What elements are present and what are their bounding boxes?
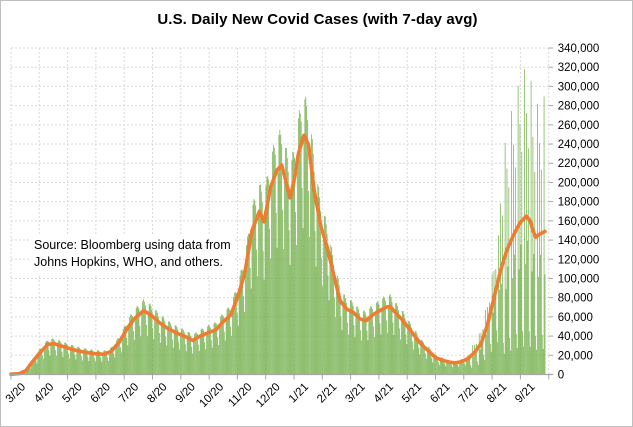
x-tick-label: 10/20 xyxy=(197,381,226,410)
y-tick-label: 220,000 xyxy=(558,158,600,170)
x-tick-label: 11/20 xyxy=(226,381,254,409)
y-tick-label: 280,000 xyxy=(558,101,600,113)
x-tick-label: 2/21 xyxy=(315,381,339,405)
y-tick-label: 340,000 xyxy=(558,43,600,55)
axes-and-ticks xyxy=(9,47,554,380)
x-tick-label: 7/20 xyxy=(117,381,141,405)
source-annotation: Source: Bloomberg using data from Johns … xyxy=(31,235,235,275)
x-tick-label: 4/20 xyxy=(32,381,56,405)
source-line-2: Johns Hopkins, WHO, and others. xyxy=(34,255,223,270)
source-line-1: Source: Bloomberg using data from xyxy=(34,238,231,252)
y-tick-label: 80,000 xyxy=(558,293,593,305)
x-tick-label: 1/21 xyxy=(287,381,311,405)
x-tick-label: 4/21 xyxy=(372,381,396,405)
y-tick-label: 160,000 xyxy=(558,216,600,228)
y-tick-label: 120,000 xyxy=(558,254,600,266)
x-tick-labels: 3/20 4/20 5/20 6/20 7/20 8/20 9/20 10/20 11/20 12… xyxy=(4,381,538,410)
y-tick-label: 300,000 xyxy=(558,81,600,93)
y-tick-label: 140,000 xyxy=(558,235,600,247)
x-tick-label: 3/21 xyxy=(343,381,367,405)
y-tick-label: 240,000 xyxy=(558,139,600,151)
y-tick-label: 0 xyxy=(558,370,564,382)
x-tick-label: 5/20 xyxy=(60,381,84,405)
y-tick-label: 40,000 xyxy=(558,331,593,343)
y-tick-label: 200,000 xyxy=(558,177,600,189)
x-tick-label: 6/20 xyxy=(89,381,113,405)
y-tick-label: 260,000 xyxy=(558,120,600,132)
x-tick-label: 7/21 xyxy=(457,381,481,405)
x-tick-label: 5/21 xyxy=(400,381,424,405)
y-tick-label: 60,000 xyxy=(558,312,593,324)
x-tick-label: 6/21 xyxy=(428,381,452,405)
y-tick-label: 320,000 xyxy=(558,62,600,74)
y-tick-label: 100,000 xyxy=(558,273,600,285)
y-tick-label: 180,000 xyxy=(558,197,600,209)
seven-day-avg-line xyxy=(9,133,547,377)
x-tick-label: 9/20 xyxy=(174,381,198,405)
daily-bars-series xyxy=(10,69,546,375)
y-tick-labels: 0 20,000 40,000 60,000 80,000 100,000 120,000 1… xyxy=(558,43,600,382)
y-tick-label: 20,000 xyxy=(558,350,593,362)
x-tick-label: 8/20 xyxy=(145,381,169,405)
x-tick-label: 8/21 xyxy=(485,381,509,405)
x-tick-label: 12/20 xyxy=(254,381,283,410)
x-tick-label: 3/20 xyxy=(4,381,28,405)
x-tick-label: 9/21 xyxy=(513,381,537,405)
chart-title: U.S. Daily New Covid Cases (with 7-day a… xyxy=(157,11,478,28)
